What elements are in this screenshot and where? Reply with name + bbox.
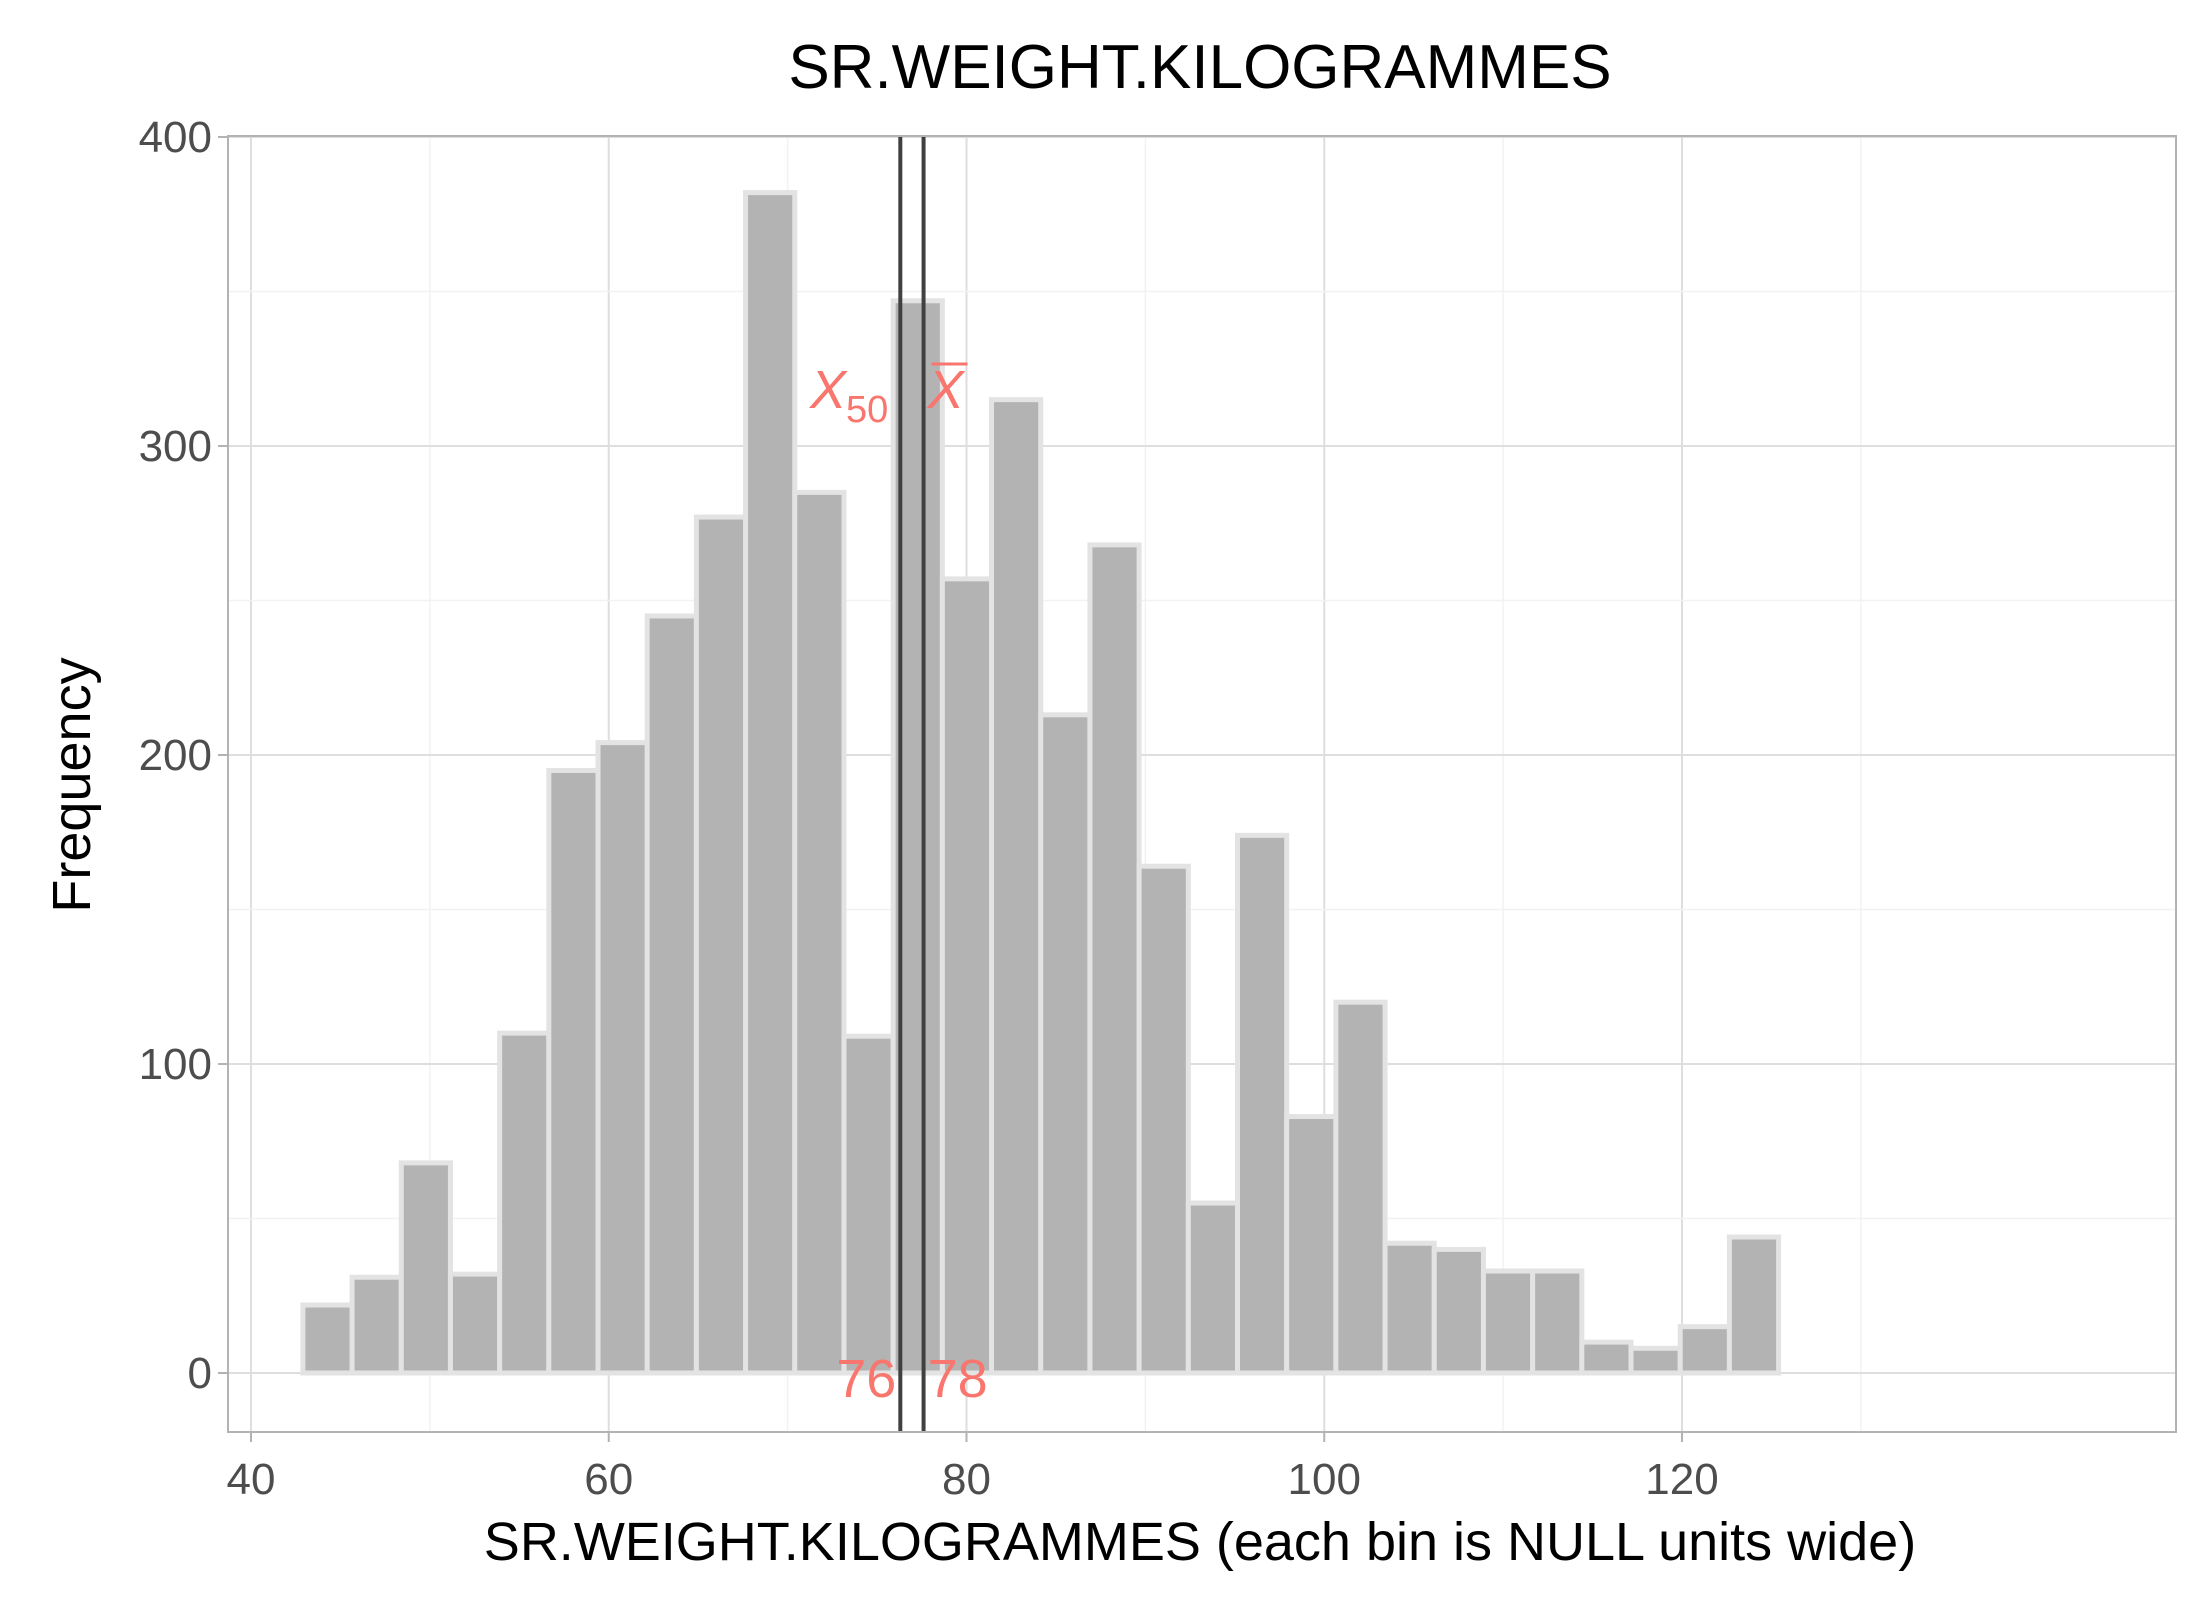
y-tick-label: 100: [139, 1040, 212, 1089]
histogram-bar: [1677, 1324, 1732, 1376]
histogram-bar: [349, 1274, 404, 1376]
x-tick-label: 120: [1645, 1455, 1718, 1504]
histogram-bar: [989, 397, 1044, 1376]
x-tick-label: 60: [584, 1455, 633, 1504]
histogram-bar: [497, 1030, 552, 1376]
median-value-label: 76: [836, 1349, 896, 1409]
y-tick-label: 200: [139, 731, 212, 780]
x-axis-label: SR.WEIGHT.KILOGRAMMES (each bin is NULL …: [484, 1512, 1916, 1572]
histogram-bar: [1284, 1114, 1339, 1376]
x-tick-label: 80: [942, 1455, 991, 1504]
histogram-bar: [595, 740, 650, 1376]
y-tick-label: 0: [188, 1349, 212, 1398]
y-tick-label: 400: [139, 113, 212, 162]
histogram-bar: [1530, 1268, 1585, 1376]
histogram-bar: [792, 489, 847, 1376]
histogram-bar: [1431, 1246, 1486, 1376]
histogram-bar: [300, 1302, 355, 1376]
histogram-bar: [939, 576, 995, 1376]
mean-value-label: 78: [928, 1349, 988, 1409]
y-tick-label: 300: [139, 422, 212, 471]
histogram-bar: [1234, 832, 1290, 1376]
histogram-bar: [1628, 1345, 1683, 1376]
histogram-bar: [841, 1033, 896, 1376]
histogram-bar: [1185, 1200, 1240, 1376]
x-tick-label: 100: [1288, 1455, 1361, 1504]
histogram-bar: [1087, 542, 1142, 1376]
ticks-layer: 40 60 80 100 120 0 100 200 300 400: [139, 113, 1719, 1504]
annotation-layer: X50 X76 78: [808, 360, 988, 1409]
histogram-bar: [1038, 712, 1093, 1376]
histogram-bar: [1333, 999, 1388, 1376]
histogram-bar: [1136, 863, 1191, 1376]
histogram-bar: [546, 767, 601, 1376]
median-symbol-letter: X: [808, 360, 848, 420]
panel-border: [227, 135, 2177, 1433]
histogram-bar: [1726, 1234, 1782, 1376]
median-symbol: X50: [808, 360, 888, 431]
histogram-bar: [398, 1160, 453, 1376]
histogram-bar: [1480, 1268, 1536, 1376]
chart-title: SR.WEIGHT.KILOGRAMMES: [788, 33, 1611, 102]
y-axis-label: Frequency: [42, 657, 102, 912]
histogram-bar: [693, 514, 749, 1376]
histogram-bar: [644, 613, 699, 1376]
reference-lines-layer: [898, 136, 926, 1432]
mean-symbol: X: [926, 360, 966, 420]
histogram-bar: [1579, 1339, 1634, 1376]
histogram-bar: [447, 1271, 503, 1376]
median-symbol-subscript: 50: [846, 389, 888, 431]
histogram-bar: [1382, 1240, 1437, 1376]
x-tick-label: 40: [227, 1455, 276, 1504]
bars-layer: [300, 190, 1782, 1376]
histogram-bar: [743, 190, 798, 1376]
